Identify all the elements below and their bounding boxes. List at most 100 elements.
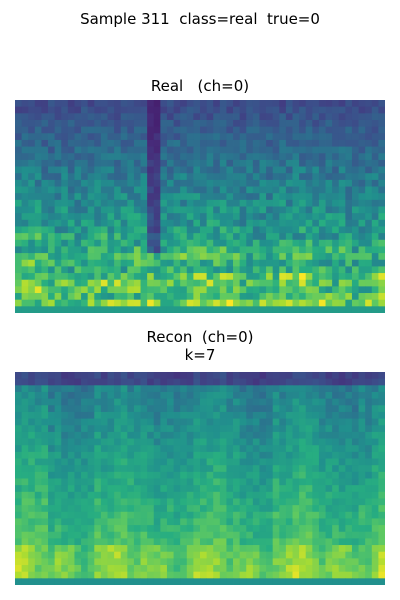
spectrogram-cell [365,253,373,261]
spectrogram-cell [34,378,42,386]
spectrogram-cell [120,273,128,281]
spectrogram-cell [312,306,320,313]
spectrogram-cell [345,226,353,234]
spectrogram-cell [166,213,174,221]
spectrogram-cell [67,113,75,121]
spectrogram-cell [193,385,201,393]
spectrogram-cell [285,551,293,559]
spectrogram-cell [127,213,135,221]
spectrogram-cell [318,153,326,161]
spectrogram-cell [246,106,254,114]
spectrogram-cell [279,199,287,207]
spectrogram-cell [378,478,385,486]
spectrogram-cell [292,478,300,486]
spectrogram-cell [299,518,307,526]
spectrogram-cell [299,279,307,287]
spectrogram-cell [87,398,95,406]
spectrogram-cell [200,411,208,419]
spectrogram-cell [312,465,320,473]
spectrogram-cell [272,166,280,174]
spectrogram-cell [325,153,333,161]
spectrogram-cell [133,133,141,141]
spectrogram-cell [81,498,89,506]
spectrogram-cell [206,471,214,479]
spectrogram-cell [133,293,141,301]
spectrogram-cell [272,266,280,274]
spectrogram-cell [345,551,353,559]
spectrogram-cell [233,113,241,121]
spectrogram-cell [166,139,174,147]
spectrogram-cell [299,266,307,274]
spectrogram-cell [272,293,280,301]
spectrogram-cell [87,458,95,466]
spectrogram-cell [292,518,300,526]
spectrogram-cell [226,166,234,174]
spectrogram-cell [81,279,89,287]
spectrogram-cell [345,378,353,386]
spectrogram-cell [279,126,287,134]
spectrogram-cell [378,206,385,214]
spectrogram-cell [41,219,49,227]
spectrogram-cell [299,299,307,307]
spectrogram-cell [193,113,201,121]
spectrogram-cell [147,451,155,459]
spectrogram-cell [371,571,379,579]
spectrogram-cell [186,445,194,453]
spectrogram-cell [338,213,346,221]
spectrogram-cell [54,246,62,254]
spectrogram-cell [133,246,141,254]
spectrogram-cell [21,372,29,380]
spectrogram-cell [345,306,353,313]
spectrogram-cell [338,525,346,533]
spectrogram-cell [233,405,241,413]
spectrogram-cell [153,153,161,161]
spectrogram-cell [147,193,155,201]
spectrogram-cell [219,411,227,419]
spectrogram-cell [358,451,366,459]
spectrogram-cell [107,146,115,154]
spectrogram-cell [94,485,102,493]
spectrogram-cell [259,471,267,479]
spectrogram-cell [219,219,227,227]
spectrogram-cell [312,233,320,241]
spectrogram-cell [160,505,168,513]
spectrogram-cell [173,306,181,313]
spectrogram-cell [180,139,188,147]
spectrogram-cell [266,166,274,174]
spectrogram-cell [292,505,300,513]
spectrogram-cell [81,431,89,439]
spectrogram-cell [378,498,385,506]
spectrogram-cell [266,398,274,406]
spectrogram-cell [160,411,168,419]
spectrogram-cell [173,119,181,128]
spectrogram-cell [219,425,227,433]
spectrogram-cell [127,411,135,419]
spectrogram-cell [371,491,379,499]
spectrogram-cell [305,491,313,499]
spectrogram-cell [226,133,234,141]
spectrogram-cell [100,239,108,247]
spectrogram-cell [325,505,333,513]
spectrogram-cell [226,391,234,400]
spectrogram-cell [61,293,69,301]
spectrogram-cell [246,139,254,147]
spectrogram-cell [81,186,89,194]
spectrogram-cell [153,565,161,573]
spectrogram-cell [338,431,346,439]
spectrogram-cell [259,385,267,393]
spectrogram-cell [226,551,234,559]
spectrogram-cell [15,259,23,267]
spectrogram-cell [173,139,181,147]
spectrogram-cell [34,206,42,214]
spectrogram-cell [153,418,161,426]
spectrogram-cell [219,173,227,181]
spectrogram-cell [325,451,333,459]
spectrogram-cell [107,106,115,114]
spectrogram-cell [200,431,208,439]
spectrogram-cell [67,233,75,241]
spectrogram-cell [371,565,379,573]
spectrogram-cell [166,199,174,207]
spectrogram-cell [81,173,89,181]
spectrogram-cell [279,193,287,201]
spectrogram-cell [279,478,287,486]
